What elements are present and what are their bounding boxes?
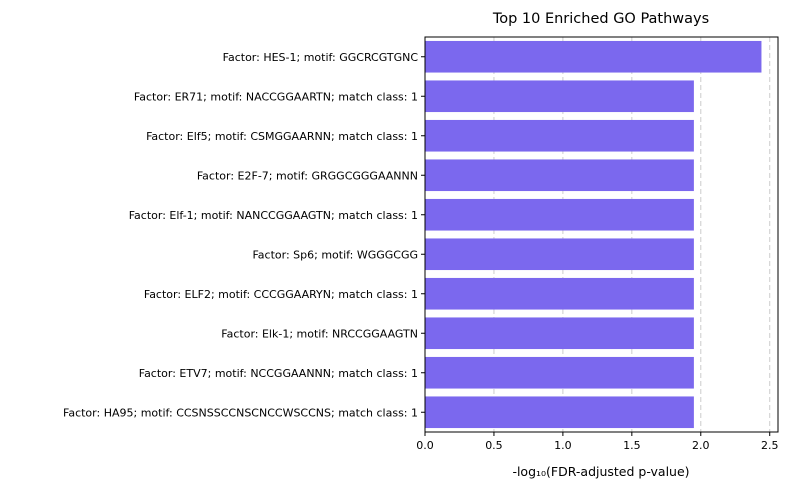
category-label: Factor: HA95; motif: CCSNSSCCNSCNCCWSCCN… [63, 406, 418, 419]
category-label: Factor: Elf5; motif: CSMGGAARNN; match c… [146, 130, 418, 143]
x-tick-label: 2.5 [761, 439, 779, 452]
bar [425, 238, 694, 271]
category-labels: Factor: HES-1; motif: GGCRCGTGNC Factor: … [63, 51, 425, 419]
bars [425, 40, 762, 429]
x-ticks: 0.0 0.5 1.0 1.5 2.0 2.5 [416, 432, 778, 452]
bar [425, 277, 694, 310]
category-label: Factor: HES-1; motif: GGCRCGTGNC [223, 51, 419, 64]
bar [425, 317, 694, 350]
x-tick-label: 1.0 [554, 439, 572, 452]
chart-title: Top 10 Enriched GO Pathways [492, 11, 709, 27]
category-label: Factor: ETV7; motif: NCCGGAANNN; match c… [139, 367, 418, 380]
category-label: Factor: ER71; motif: NACCGGAARTN; match … [134, 90, 418, 103]
category-label: Factor: Elk-1; motif: NRCCGGAAGTN [221, 327, 418, 340]
bar [425, 40, 762, 73]
x-tick-label: 0.0 [416, 439, 434, 452]
x-tick-label: 1.5 [623, 439, 641, 452]
x-axis-label: -log₁₀(FDR-adjusted p-value) [512, 464, 689, 479]
bar [425, 356, 694, 389]
category-label: Factor: Sp6; motif: WGGGCGG [252, 248, 418, 261]
axes [424, 36, 779, 433]
bar [425, 80, 694, 113]
category-label: Factor: ELF2; motif: CCCGGAARYN; match c… [144, 288, 418, 301]
bar [425, 119, 694, 152]
bar [425, 396, 694, 429]
bar [425, 159, 694, 192]
category-label: Factor: E2F-7; motif: GRGGCGGGAANNN [197, 169, 418, 182]
x-tick-label: 2.0 [692, 439, 710, 452]
category-label: Factor: Elf-1; motif: NANCCGGAAGTN; matc… [129, 209, 418, 222]
x-tick-label: 0.5 [485, 439, 503, 452]
bar [425, 198, 694, 231]
plot-frame [424, 36, 779, 433]
